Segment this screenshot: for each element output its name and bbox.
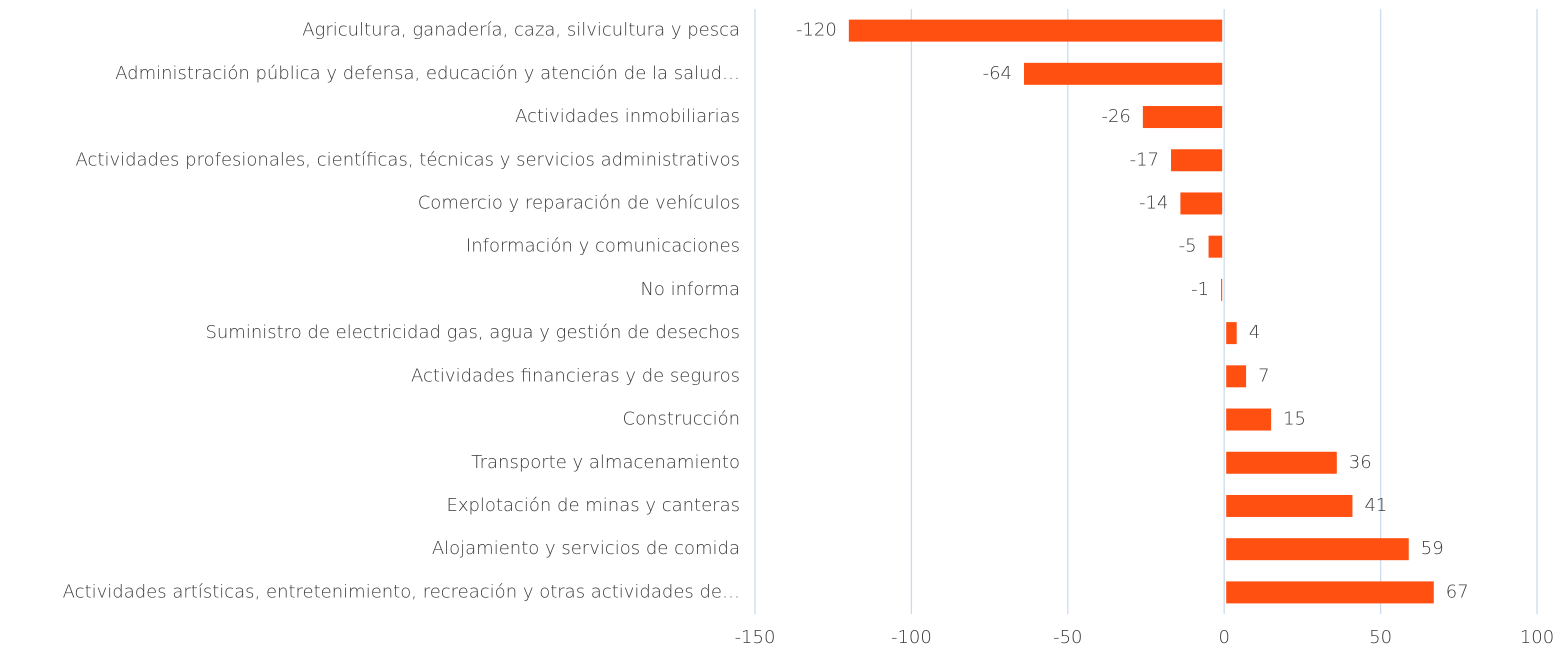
data-label: -120 — [796, 20, 837, 41]
bar — [1208, 235, 1223, 258]
bar — [1221, 278, 1223, 301]
y-tick-label: Agricultura, ganadería, caza, silvicultu… — [302, 20, 740, 41]
data-label: 41 — [1364, 495, 1387, 516]
bar — [1226, 581, 1434, 604]
y-tick-label: Administración pública y defensa, educac… — [115, 63, 740, 84]
y-tick-label: Actividades financieras y de seguros — [411, 365, 740, 386]
data-label: 36 — [1349, 452, 1372, 473]
x-tick-label: -100 — [891, 627, 932, 648]
x-tick-label: 0 — [1218, 627, 1229, 648]
bar — [1226, 322, 1237, 345]
y-tick-label: No informa — [640, 279, 740, 300]
data-label: -17 — [1130, 149, 1159, 170]
bar — [1226, 408, 1272, 431]
bar — [1024, 62, 1223, 85]
x-tick-label: 50 — [1369, 627, 1392, 648]
y-tick-label: Información y comunicaciones — [466, 236, 740, 257]
bar — [848, 19, 1223, 42]
y-tick-label: Actividades inmobiliarias — [515, 106, 740, 127]
x-tick-label: 100 — [1520, 627, 1554, 648]
data-label: 4 — [1249, 322, 1260, 343]
data-label: 15 — [1283, 409, 1306, 430]
x-tick-label: -50 — [1053, 627, 1082, 648]
bar — [1226, 451, 1337, 474]
data-label: 7 — [1258, 365, 1269, 386]
data-label: -14 — [1139, 192, 1168, 213]
bar — [1171, 149, 1223, 172]
y-tick-label: Suministro de electricidad gas, agua y g… — [205, 322, 740, 343]
data-label: -1 — [1191, 279, 1209, 300]
y-tick-label: Alojamiento y servicios de comida — [432, 538, 740, 559]
data-label: 59 — [1421, 538, 1444, 559]
bar — [1180, 192, 1223, 215]
bar — [1226, 494, 1353, 517]
y-tick-label: Transporte y almacenamiento — [471, 452, 740, 473]
y-tick-label: Actividades artísticas, entretenimiento,… — [63, 581, 740, 602]
data-label: -26 — [1101, 106, 1130, 127]
bar — [1226, 538, 1409, 561]
data-label: 67 — [1446, 581, 1469, 602]
data-label: -5 — [1179, 236, 1197, 257]
y-tick-label: Actividades profesionales, científicas, … — [76, 149, 741, 170]
x-tick-label: -150 — [735, 627, 776, 648]
bar — [1226, 365, 1247, 388]
y-tick-label: Explotación de minas y canteras — [446, 495, 740, 516]
bar — [1142, 106, 1223, 129]
y-tick-label: Comercio y reparación de vehículos — [418, 192, 740, 213]
y-tick-label: Construcción — [623, 409, 740, 430]
data-label: -64 — [983, 63, 1012, 84]
